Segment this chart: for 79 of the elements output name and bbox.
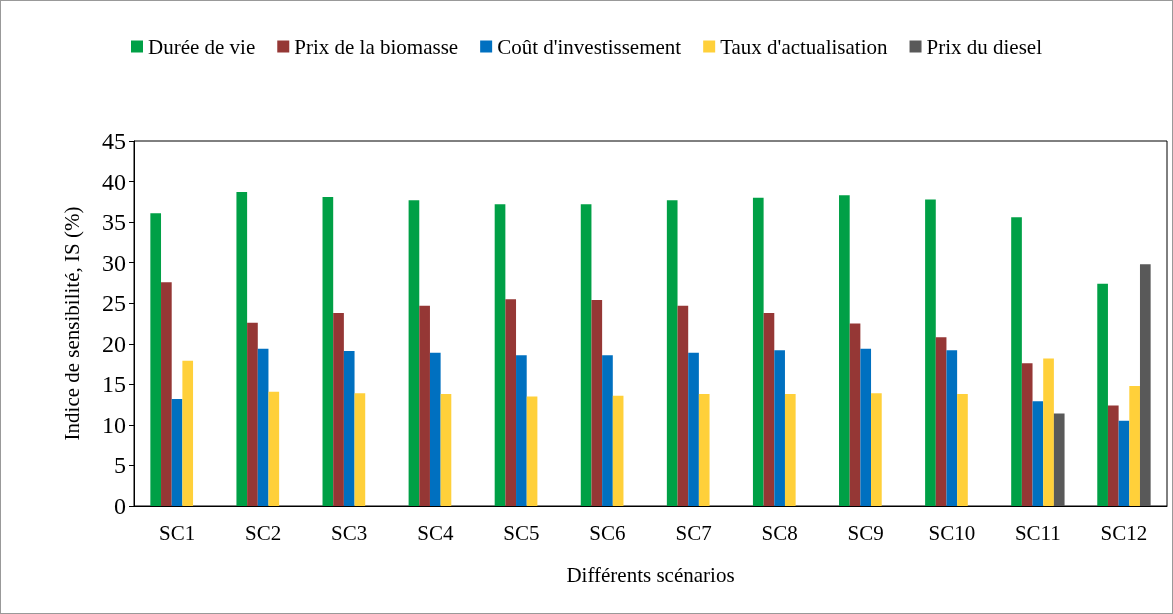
bar bbox=[494, 204, 506, 506]
bar bbox=[1011, 217, 1022, 506]
bar bbox=[957, 394, 968, 506]
bar bbox=[419, 305, 430, 506]
x-tick-label: SC3 bbox=[331, 520, 368, 545]
bar bbox=[849, 323, 861, 506]
y-tick-label: 20 bbox=[102, 330, 126, 357]
y-tick-label: 45 bbox=[102, 128, 126, 154]
bar bbox=[440, 394, 452, 506]
bar bbox=[150, 213, 162, 506]
y-tick-label: 35 bbox=[102, 209, 126, 236]
x-tick-label: SC4 bbox=[417, 520, 454, 545]
bar bbox=[268, 391, 280, 506]
bar bbox=[333, 312, 344, 506]
bar bbox=[1107, 405, 1119, 506]
bar bbox=[580, 204, 592, 506]
bar bbox=[354, 393, 366, 506]
bar bbox=[946, 350, 958, 506]
bar bbox=[839, 195, 850, 506]
y-tick-label: 40 bbox=[102, 168, 126, 195]
bar bbox=[666, 200, 678, 506]
bar bbox=[182, 360, 194, 506]
y-tick-label: 0 bbox=[114, 493, 126, 519]
bar bbox=[784, 394, 796, 506]
bar bbox=[1129, 385, 1140, 506]
bar bbox=[860, 348, 872, 506]
bar bbox=[1032, 401, 1044, 506]
bar bbox=[774, 350, 785, 506]
bar bbox=[516, 355, 527, 506]
x-tick-label: SC11 bbox=[1014, 520, 1061, 545]
legend-label: Coût d'investissement bbox=[497, 34, 682, 59]
bar bbox=[343, 351, 355, 506]
legend-label: Prix du diesel bbox=[926, 34, 1043, 59]
x-tick-label: SC6 bbox=[589, 520, 626, 545]
x-tick-label: SC1 bbox=[158, 520, 196, 545]
bar bbox=[1139, 264, 1151, 506]
x-tick-label: SC7 bbox=[675, 520, 712, 545]
bar bbox=[698, 394, 710, 506]
x-tick-label: SC5 bbox=[503, 520, 540, 545]
x-axis-title: Différents scénarios bbox=[566, 562, 735, 587]
legend-label: Durée de vie bbox=[147, 34, 256, 59]
x-tick-label: SC10 bbox=[928, 520, 976, 545]
bar bbox=[171, 398, 183, 506]
bar bbox=[322, 196, 334, 506]
bar bbox=[1021, 363, 1033, 506]
y-tick-label: 15 bbox=[102, 371, 126, 398]
bar bbox=[236, 192, 248, 506]
bar bbox=[925, 199, 936, 506]
bar bbox=[1043, 358, 1054, 506]
bar bbox=[1118, 420, 1130, 506]
y-tick-label: 25 bbox=[102, 290, 126, 317]
x-tick-label: SC12 bbox=[1100, 520, 1148, 545]
bar bbox=[526, 396, 538, 506]
bar bbox=[602, 355, 613, 506]
bar bbox=[247, 322, 258, 506]
bar bbox=[688, 352, 699, 506]
y-axis-title: Indice de sensibilité, IS (%) bbox=[59, 206, 84, 441]
legend-label: Taux d'actualisation bbox=[720, 34, 889, 59]
bar bbox=[1097, 283, 1108, 506]
bar bbox=[1053, 413, 1065, 506]
y-tick-label: 10 bbox=[102, 411, 126, 438]
x-tick-label: SC2 bbox=[245, 520, 282, 545]
x-tick-label: SC8 bbox=[761, 520, 798, 545]
bar bbox=[257, 348, 269, 506]
y-tick-label: 30 bbox=[102, 249, 126, 276]
bar bbox=[429, 352, 441, 506]
bar bbox=[505, 299, 517, 506]
bar bbox=[935, 337, 947, 506]
bar bbox=[763, 312, 775, 506]
bar bbox=[161, 282, 172, 506]
bar bbox=[752, 197, 764, 506]
bar bbox=[612, 395, 624, 506]
y-tick-label: 5 bbox=[114, 452, 126, 479]
bar bbox=[871, 393, 882, 506]
bar bbox=[591, 299, 603, 506]
x-tick-label: SC9 bbox=[847, 520, 884, 545]
legend-label: Prix de la biomasse bbox=[294, 34, 459, 59]
bar bbox=[677, 305, 689, 506]
bar bbox=[408, 200, 420, 506]
